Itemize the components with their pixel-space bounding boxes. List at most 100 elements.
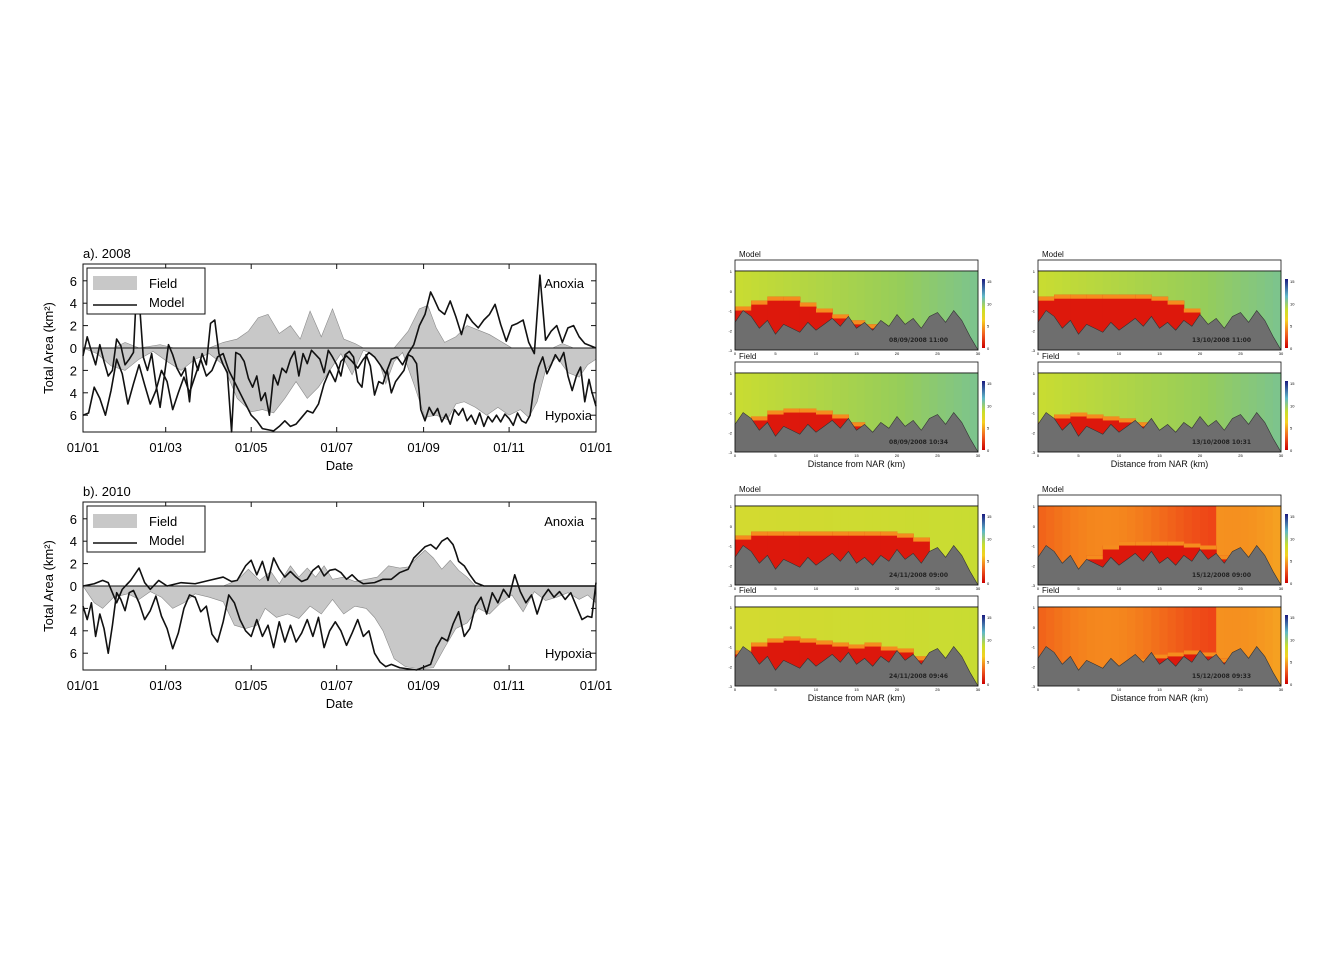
water-cell	[937, 373, 947, 452]
water-cell	[1256, 506, 1266, 585]
colorbar-tick-label: 10	[987, 637, 992, 642]
section-y-tick-label: -3	[728, 583, 732, 588]
section-y-tick-label: -2	[1031, 430, 1035, 435]
y-tick-label: 0	[70, 579, 77, 594]
water-cell	[840, 271, 849, 350]
section-y-tick-label: -3	[1031, 450, 1035, 455]
x-tick-label: 01/03	[149, 678, 182, 693]
section-frame	[1037, 372, 1282, 453]
section-x-tick-label: 0	[734, 453, 737, 458]
transition-cell	[1183, 650, 1201, 655]
water-cell	[1094, 607, 1104, 686]
section-x-tick-label: 10	[814, 453, 819, 458]
panel-kind-label: Model	[739, 250, 761, 259]
water-cell	[856, 373, 866, 452]
section-x-tick-label: 5	[774, 687, 777, 692]
hypoxia-label: Hypoxia	[545, 646, 593, 661]
water-cell	[864, 271, 874, 350]
water-cell	[1094, 373, 1104, 452]
panel-header-box	[1037, 259, 1282, 272]
water-cell	[905, 607, 914, 686]
section-y-tick-label: 1	[730, 371, 733, 376]
water-cell	[1183, 607, 1193, 686]
transition-cell	[1151, 541, 1169, 546]
water-cell	[945, 607, 955, 686]
section-y-tick-label: 0	[730, 391, 733, 396]
section-x-tick-label: 10	[1117, 453, 1122, 458]
section-x-tick-label: 15	[1157, 687, 1162, 692]
transition-cell	[832, 531, 849, 536]
water-cell	[759, 373, 768, 452]
water-cell	[1232, 271, 1241, 350]
colorbar-tick-label: 0	[1290, 581, 1293, 586]
section-frame	[734, 606, 979, 687]
section-x-tick-label: 0	[734, 586, 737, 591]
bathymetry	[734, 412, 979, 453]
transition-cell	[1070, 294, 1088, 299]
panel-header-box	[734, 361, 979, 374]
legend-field-label: Field	[149, 514, 177, 529]
water-cell	[888, 271, 898, 350]
section-x-tick-label: 25	[1238, 453, 1243, 458]
water-cell	[1086, 506, 1096, 585]
panel-timestamp: 24/11/2008 09:00	[889, 572, 948, 579]
section-x-tick-label: 0	[1037, 351, 1040, 356]
water-cell	[1143, 373, 1152, 452]
water-cell	[1216, 271, 1225, 350]
transition-cell	[1216, 658, 1233, 663]
water-cell	[735, 373, 744, 452]
colorbar-tick-label: 5	[987, 426, 990, 431]
transition-cell	[1183, 308, 1201, 313]
section-x-tick-label: 5	[774, 453, 777, 458]
transition-cell	[1038, 296, 1055, 301]
water-cell	[937, 506, 947, 585]
transition-cell	[848, 320, 866, 325]
water-cell	[1102, 373, 1112, 452]
colorbar-tick-label: 0	[1290, 448, 1293, 453]
transition-cell	[832, 314, 849, 319]
transition-cell	[1054, 414, 1071, 419]
panel-header-box	[734, 595, 979, 608]
transition-cell	[864, 642, 882, 647]
transition-cell	[848, 531, 866, 536]
section-x-tick-label: 10	[814, 351, 819, 356]
section-y-tick-label: -1	[728, 645, 732, 650]
x-tick-label: 01/01	[67, 678, 100, 693]
colorbar	[982, 381, 985, 450]
water-cell	[864, 373, 874, 452]
water-cell	[1159, 373, 1169, 452]
field-area	[82, 305, 597, 421]
section-x-tick-label: 30	[1279, 586, 1284, 591]
water-cell	[1191, 607, 1201, 686]
water-cell	[1256, 607, 1266, 686]
water-cell	[897, 607, 906, 686]
section-x-tick-label: 20	[895, 687, 900, 692]
section-frame	[734, 270, 979, 351]
transition-cell	[751, 642, 768, 647]
section-x-tick-label: 20	[895, 586, 900, 591]
colorbar-tick-label: 0	[987, 581, 990, 586]
water-cell	[1224, 607, 1233, 686]
y-axis-label: Total Area (km²)	[41, 302, 56, 394]
section-x-tick-label: 25	[935, 687, 940, 692]
transition-cell	[880, 646, 898, 651]
section-y-tick-label: -1	[1031, 645, 1035, 650]
transition-cell	[1183, 543, 1201, 548]
transition-cell	[1119, 418, 1136, 423]
transition-cell	[1086, 414, 1104, 419]
water-cell	[921, 607, 930, 686]
water-cell	[1232, 373, 1241, 452]
section-y-tick-label: 1	[1033, 605, 1036, 610]
water-cell	[872, 271, 882, 350]
transition-cell	[816, 640, 833, 645]
water-cell	[1248, 607, 1258, 686]
section-x-tick-label: 5	[1077, 453, 1080, 458]
transition-cell	[1135, 422, 1152, 427]
panel-header-box	[734, 259, 979, 272]
section-x-tick-label: 5	[1077, 586, 1080, 591]
section-x-tick-label: 15	[854, 687, 859, 692]
